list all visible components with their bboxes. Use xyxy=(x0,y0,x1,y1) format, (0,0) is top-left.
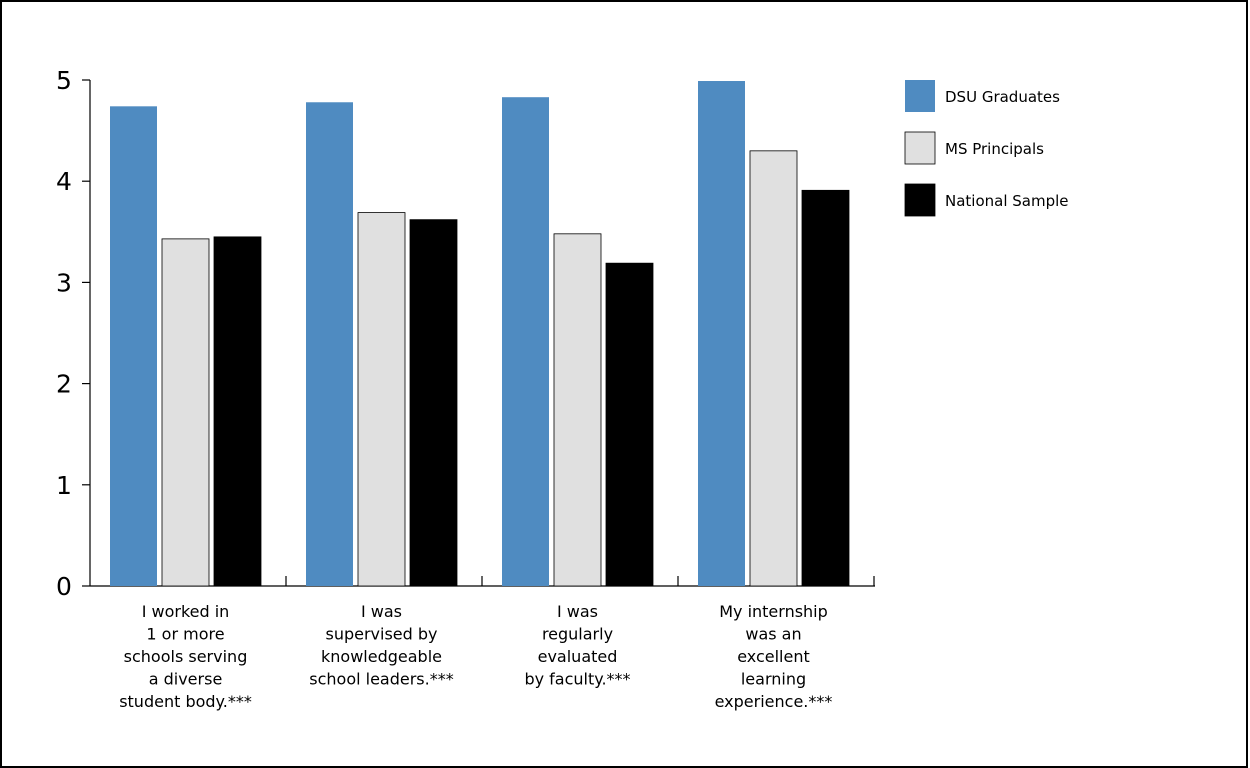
y-tick-label: 0 xyxy=(56,572,72,601)
legend-label: MS Principals xyxy=(945,140,1044,158)
x-category-label: I worked in 1 or more schools serving a div… xyxy=(119,602,252,711)
legend-label: DSU Graduates xyxy=(945,88,1060,106)
legend-swatch xyxy=(904,183,936,217)
bar-dsu-graduates xyxy=(306,102,353,586)
y-tick-label: 1 xyxy=(56,471,72,500)
x-category-label: I was supervised by knowledgeable school le… xyxy=(309,602,453,689)
bar-dsu-graduates xyxy=(502,97,549,586)
y-tick-label: 2 xyxy=(56,370,72,399)
bar-ms-principals xyxy=(553,233,602,587)
y-tick-label: 4 xyxy=(56,167,72,196)
legend-swatch xyxy=(904,131,936,165)
bar-dsu-graduates xyxy=(110,106,157,586)
bar-national-sample xyxy=(605,262,654,587)
bar-national-sample xyxy=(213,236,262,587)
bar-ms-principals xyxy=(357,212,406,587)
bar-dsu-graduates xyxy=(698,81,745,587)
bar-ms-principals xyxy=(161,238,210,587)
bar-national-sample xyxy=(409,219,458,587)
y-tick-label: 3 xyxy=(56,268,72,297)
legend-label: National Sample xyxy=(945,192,1069,210)
x-category-label: My internship was an excellent learning expe… xyxy=(715,602,833,711)
bar-national-sample xyxy=(801,189,850,587)
bar-ms-principals xyxy=(749,150,798,587)
y-tick-label: 5 xyxy=(56,66,72,95)
x-category-label: I was regularly evaluated by faculty.*** xyxy=(524,602,630,689)
legend-swatch xyxy=(905,80,935,112)
